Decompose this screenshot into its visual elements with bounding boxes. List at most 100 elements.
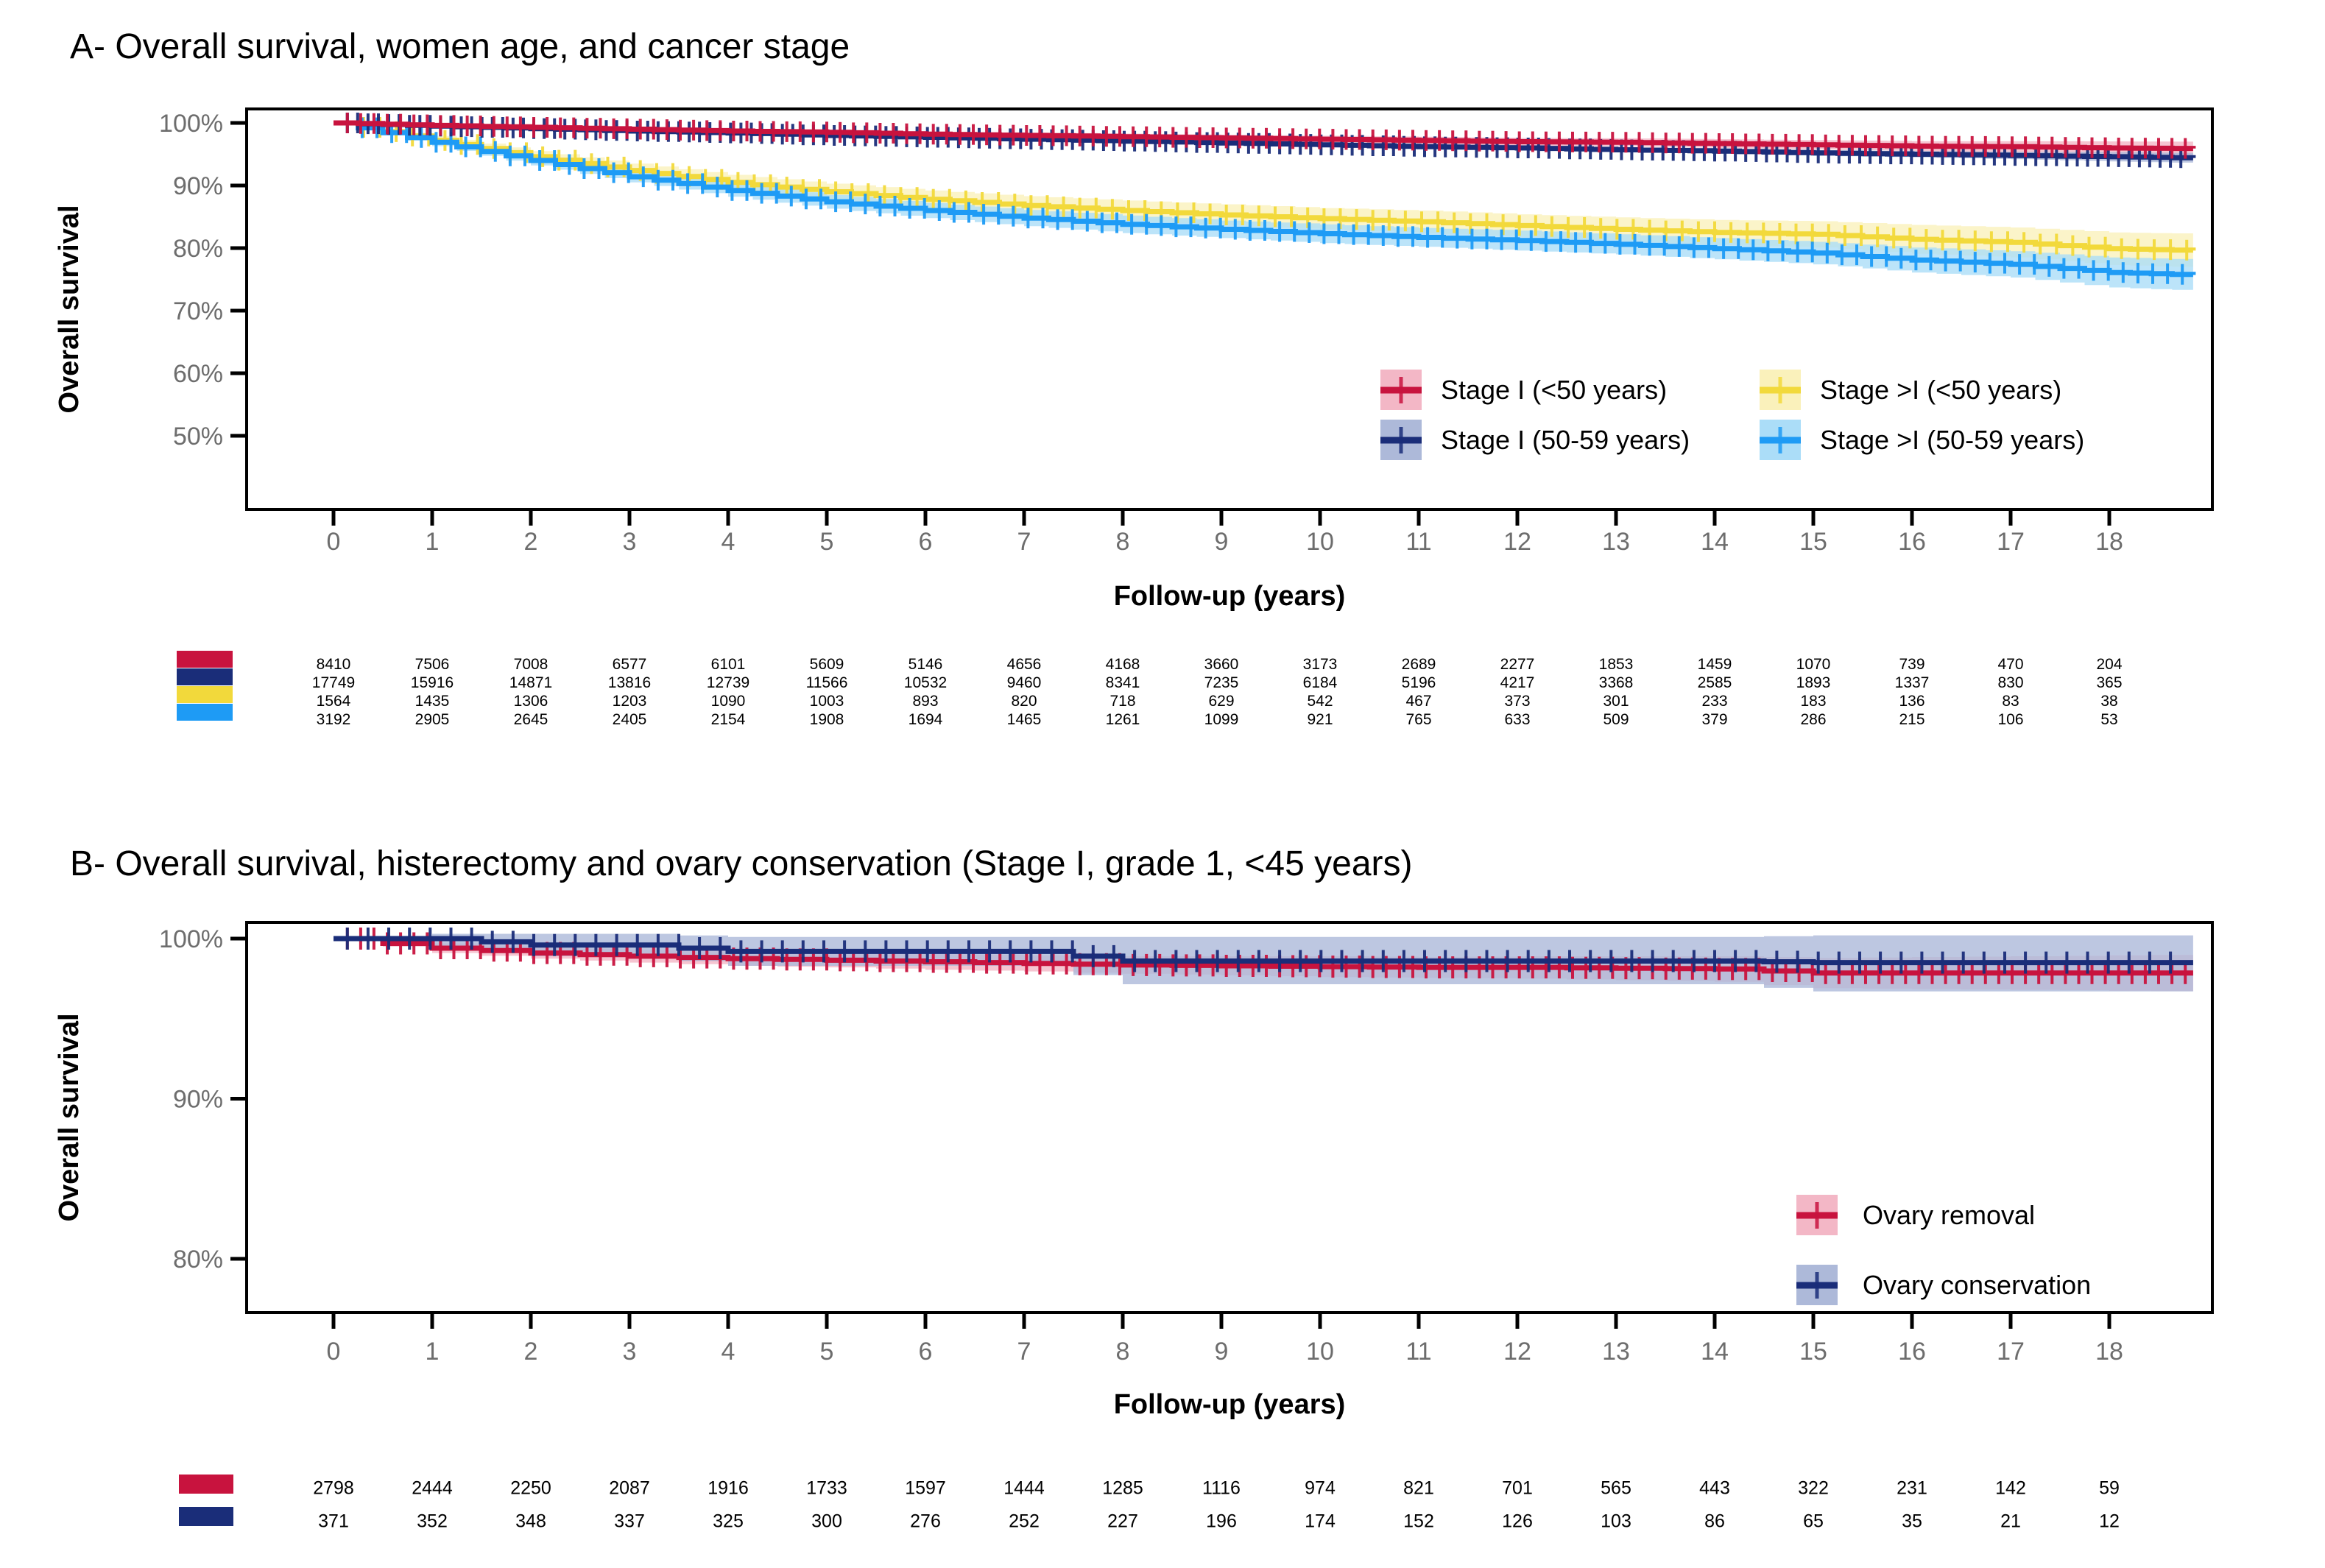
risk-count: 629 — [1208, 693, 1235, 710]
x-tick-label: 15 — [1799, 528, 1827, 556]
risk-count: 337 — [614, 1511, 645, 1532]
y-tick-label: 60% — [173, 360, 223, 388]
risk-count: 6184 — [1302, 674, 1338, 691]
risk-count: 1853 — [1598, 656, 1634, 673]
risk-count: 233 — [1701, 693, 1728, 710]
risk-count: 467 — [1405, 693, 1432, 710]
risk-count: 86 — [1704, 1511, 1725, 1532]
risk-count: 352 — [417, 1511, 448, 1532]
risk-count: 4217 — [1500, 674, 1535, 691]
risk-row-swatch-stage-gt-i-50-59 — [177, 704, 233, 721]
risk-count: 252 — [1009, 1511, 1040, 1532]
risk-row-swatch-ovary-conservation — [179, 1507, 233, 1526]
y-tick-label: 100% — [159, 925, 223, 953]
x-tick-label: 15 — [1799, 1338, 1827, 1366]
risk-count: 7506 — [414, 656, 450, 673]
risk-row-swatch-ovary-removal — [179, 1475, 233, 1494]
x-tick-label: 2 — [524, 1338, 538, 1366]
x-tick-label: 8 — [1116, 528, 1130, 556]
x-tick-label: 7 — [1017, 1338, 1031, 1366]
risk-count: 3660 — [1204, 656, 1239, 673]
risk-count: 1465 — [1006, 711, 1042, 728]
x-tick-label: 5 — [820, 1338, 834, 1366]
risk-count: 739 — [1899, 656, 1925, 673]
x-tick-label: 17 — [1997, 528, 2025, 556]
legend-item-ovary-conservation: Ovary conservation — [1796, 1265, 2091, 1305]
risk-count: 1916 — [708, 1477, 749, 1499]
risk-count: 10532 — [903, 674, 948, 691]
risk-count: 83 — [2002, 693, 2019, 710]
risk-count: 35 — [1902, 1511, 1922, 1532]
risk-count: 1733 — [806, 1477, 847, 1499]
risk-count: 106 — [1997, 711, 2024, 728]
y-tick-label: 50% — [173, 423, 223, 451]
risk-count: 142 — [1995, 1477, 2026, 1499]
risk-count: 765 — [1405, 711, 1432, 728]
risk-count: 286 — [1800, 711, 1827, 728]
risk-count: 701 — [1502, 1477, 1533, 1499]
risk-count: 215 — [1899, 711, 1925, 728]
risk-count: 2087 — [609, 1477, 650, 1499]
risk-count: 718 — [1109, 693, 1136, 710]
risk-count: 820 — [1011, 693, 1037, 710]
legend-item-stage-gt-i-lt50: Stage >I (<50 years) — [1760, 370, 2061, 410]
risk-count: 5196 — [1401, 674, 1436, 691]
x-tick-label: 9 — [1215, 528, 1229, 556]
risk-count: 1306 — [513, 693, 548, 710]
panel-a-title: A- Overall survival, women age, and canc… — [70, 27, 850, 66]
x-tick-label: 12 — [1503, 528, 1531, 556]
x-tick-label: 4 — [722, 528, 735, 556]
x-tick-label: 18 — [2095, 528, 2123, 556]
risk-count: 821 — [1403, 1477, 1434, 1499]
risk-count: 59 — [2099, 1477, 2120, 1499]
risk-count: 348 — [515, 1511, 546, 1532]
risk-count: 2405 — [612, 711, 647, 728]
x-tick-label: 14 — [1701, 1338, 1729, 1366]
y-axis-title: Overall survival — [54, 1013, 85, 1221]
risk-count: 2645 — [513, 711, 548, 728]
risk-count: 1597 — [905, 1477, 946, 1499]
x-tick-label: 11 — [1405, 528, 1431, 556]
risk-count: 136 — [1899, 693, 1925, 710]
risk-count: 1908 — [809, 711, 844, 728]
x-tick-label: 6 — [919, 528, 933, 556]
legend-label: Ovary conservation — [1863, 1269, 2092, 1300]
x-tick-label: 16 — [1898, 1338, 1926, 1366]
x-axis-title: Follow-up (years) — [1114, 581, 1346, 612]
risk-count: 2798 — [313, 1477, 354, 1499]
risk-count: 1435 — [414, 693, 450, 710]
legend-key-icon — [1796, 1195, 1838, 1235]
x-tick-label: 10 — [1306, 528, 1334, 556]
risk-count: 2250 — [510, 1477, 551, 1499]
x-tick-label: 12 — [1503, 1338, 1531, 1366]
risk-count: 227 — [1107, 1511, 1138, 1532]
risk-count: 2689 — [1401, 656, 1436, 673]
risk-count: 174 — [1305, 1511, 1336, 1532]
legend-key-icon — [1760, 370, 1801, 410]
x-tick-label: 3 — [623, 528, 637, 556]
risk-count: 2154 — [710, 711, 746, 728]
risk-count: 276 — [910, 1511, 941, 1532]
risk-count: 4656 — [1006, 656, 1042, 673]
risk-count: 4168 — [1105, 656, 1140, 673]
risk-count: 231 — [1897, 1477, 1927, 1499]
risk-count: 9460 — [1006, 674, 1042, 691]
legend-key-icon — [1796, 1265, 1838, 1305]
risk-count: 15916 — [410, 674, 454, 691]
risk-count: 126 — [1502, 1511, 1533, 1532]
risk-count: 1337 — [1894, 674, 1930, 691]
y-tick-label: 90% — [173, 172, 223, 200]
risk-count: 325 — [713, 1511, 744, 1532]
legend-key-icon — [1380, 370, 1422, 410]
x-tick-label: 13 — [1602, 1338, 1630, 1366]
risk-count: 5609 — [809, 656, 844, 673]
legend-label: Stage >I (<50 years) — [1820, 374, 2062, 405]
x-axis-title: Follow-up (years) — [1114, 1389, 1346, 1420]
risk-count: 893 — [912, 693, 939, 710]
risk-count: 53 — [2100, 711, 2118, 728]
risk-count: 921 — [1307, 711, 1333, 728]
risk-count: 3368 — [1598, 674, 1634, 691]
risk-count: 365 — [2096, 674, 2123, 691]
